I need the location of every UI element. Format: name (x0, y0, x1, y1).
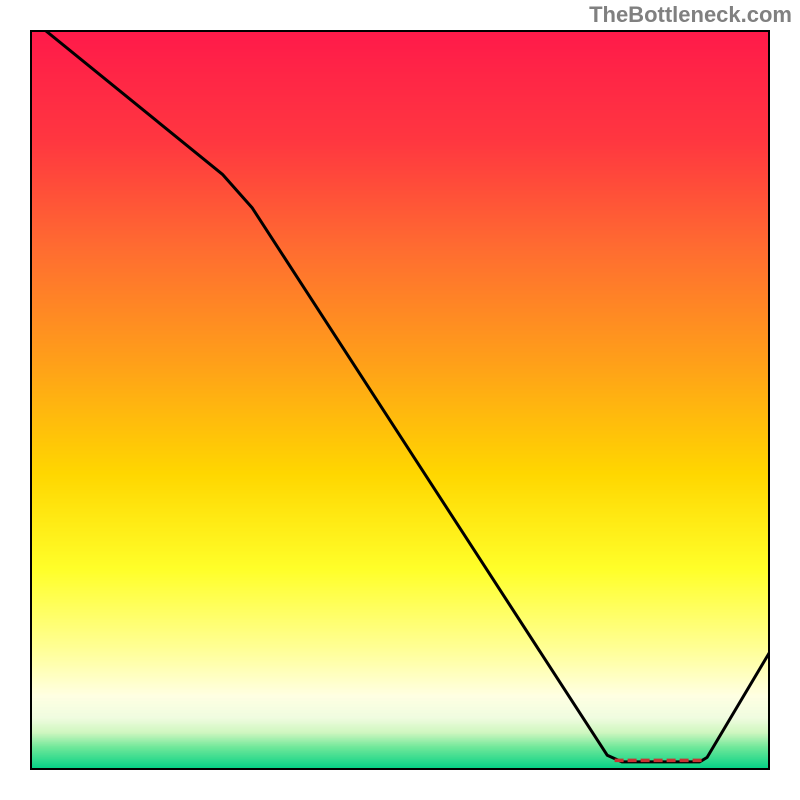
watermark-text: TheBottleneck.com (589, 2, 792, 28)
plot-area (30, 30, 770, 770)
plot-border (30, 30, 770, 770)
plot-overlay (30, 30, 770, 770)
curve-line (45, 30, 770, 762)
chart-root: TheBottleneck.com (0, 0, 800, 800)
